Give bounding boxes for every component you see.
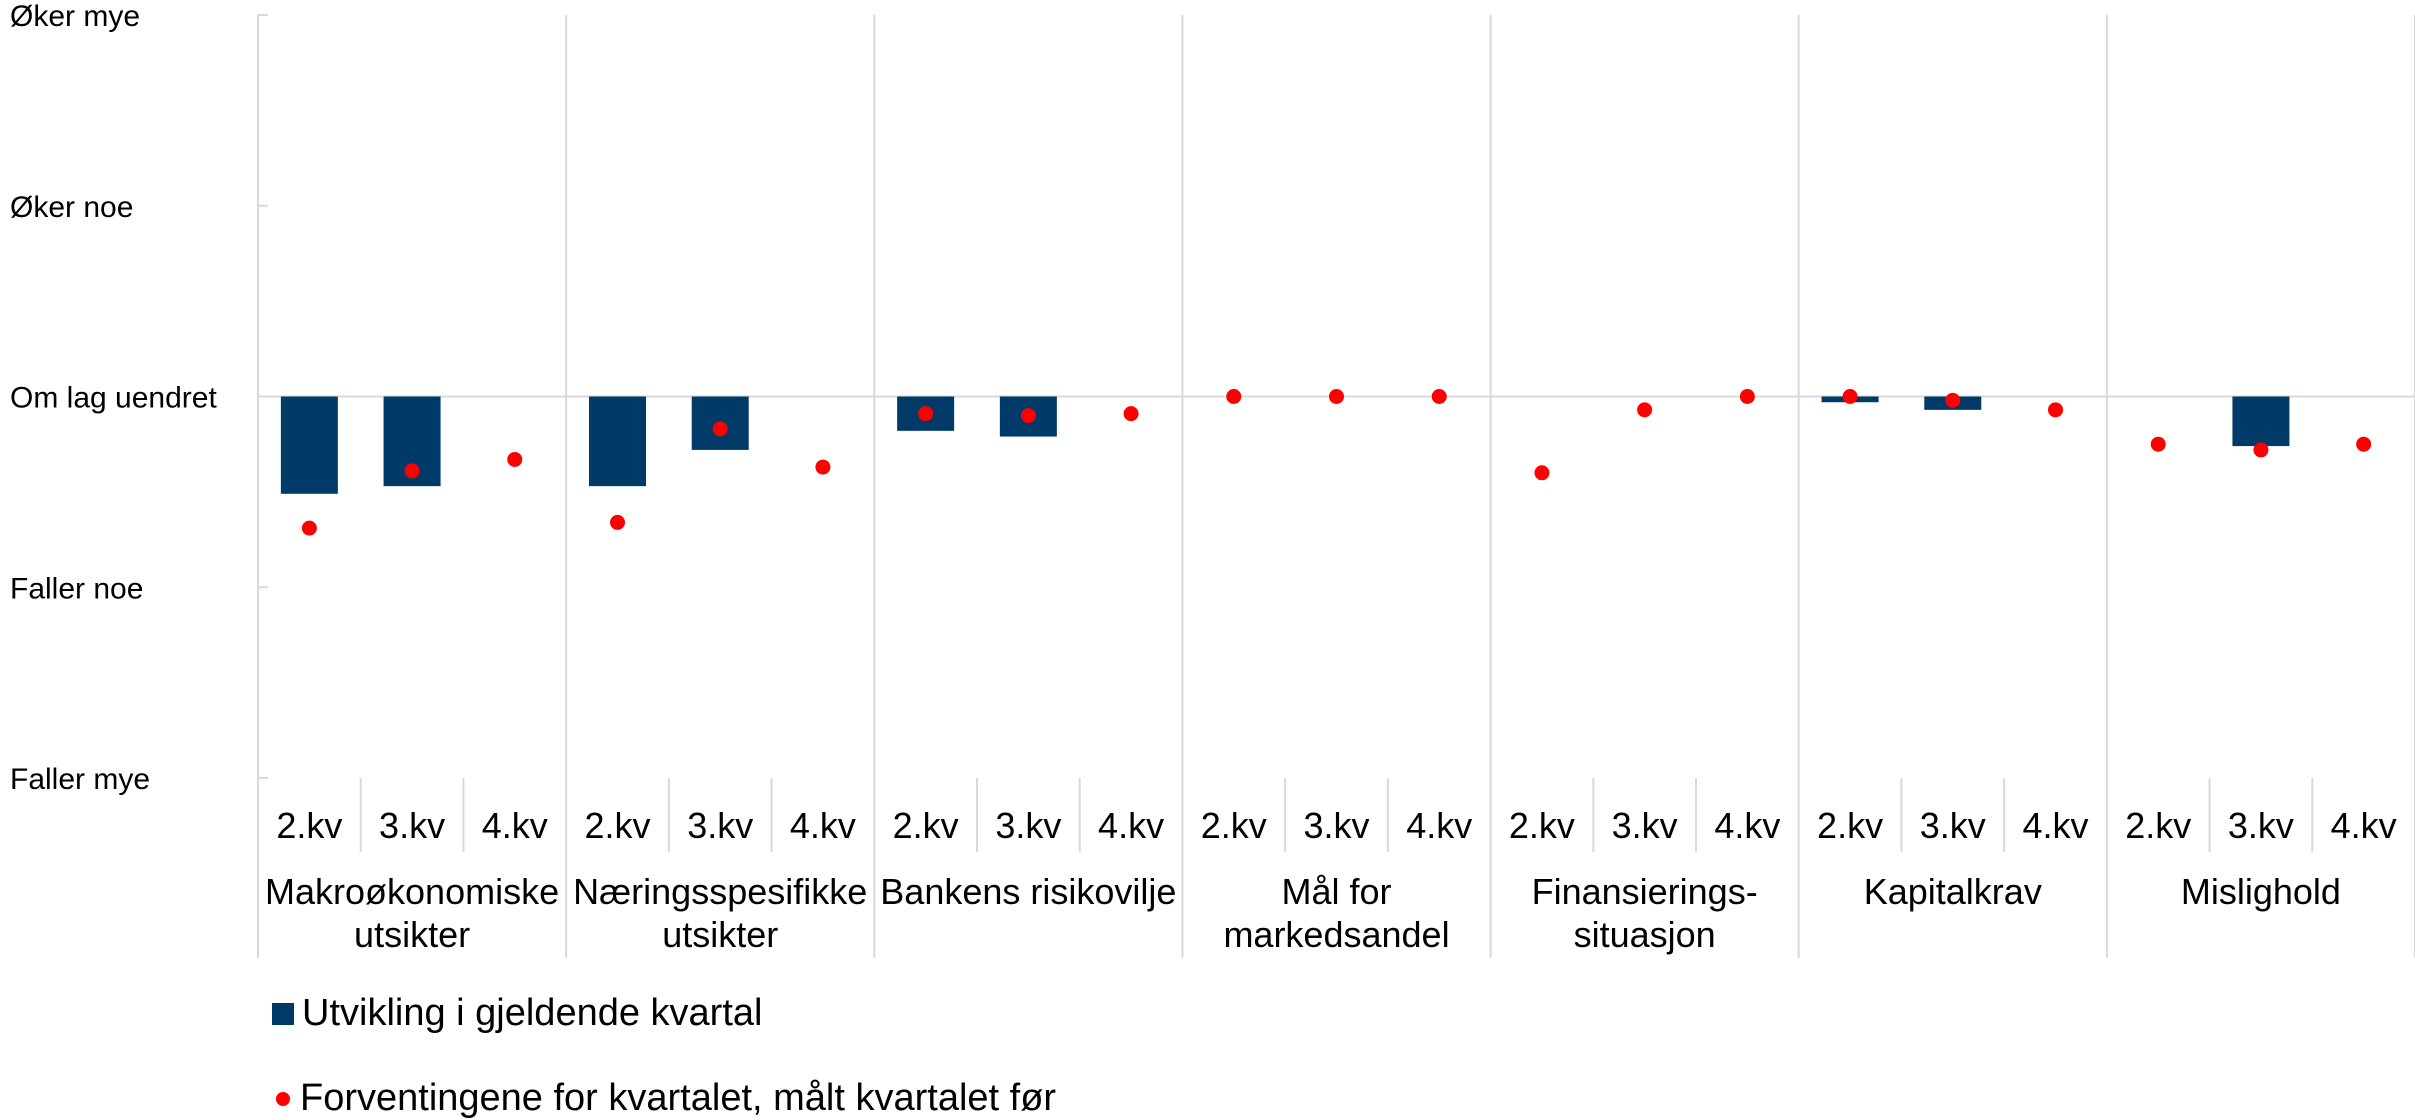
group-label: Mål for <box>1281 871 1391 912</box>
dot-point <box>1945 392 1961 408</box>
dot-point <box>2150 436 2166 452</box>
dot-point <box>1431 389 1447 404</box>
group-label: Finansierings- <box>1532 871 1758 912</box>
quarter-label: 3.kv <box>995 805 1061 846</box>
legend-dot-label: Forventingene for kvartalet, målt kvarta… <box>300 1077 1057 1119</box>
quarter-label: 3.kv <box>1612 805 1678 846</box>
dot-point <box>712 421 728 437</box>
dot-point <box>1842 389 1858 404</box>
group-label: utsikter <box>354 914 470 955</box>
dot-point <box>610 514 625 530</box>
quarter-label: 2.kv <box>2125 805 2191 846</box>
quarter-label: 3.kv <box>2228 805 2294 846</box>
group-label: utsikter <box>662 914 778 955</box>
dot-point <box>1637 402 1653 418</box>
dot-point <box>1534 465 1550 481</box>
y-tick-label: Øker mye <box>10 0 140 33</box>
quarter-label: 2.kv <box>1509 805 1575 846</box>
dot-point <box>1020 408 1036 424</box>
dot-point <box>301 520 317 536</box>
y-tick-label: Om lag uendret <box>10 382 217 415</box>
group-label: situasjon <box>1574 914 1716 955</box>
group-label: Mislighold <box>2181 871 2341 912</box>
dot-point <box>1123 406 1139 422</box>
quarter-label: 2.kv <box>276 805 342 846</box>
quarter-label: 3.kv <box>379 805 445 846</box>
quarter-label: 4.kv <box>2331 805 2397 846</box>
group-label: Bankens risikovilje <box>880 871 1176 912</box>
dot-point <box>2253 442 2269 458</box>
bar <box>280 396 338 494</box>
bar <box>589 396 646 487</box>
quarter-label: 2.kv <box>1201 805 1267 846</box>
dot-point <box>1226 389 1242 404</box>
quarter-label: 3.kv <box>687 805 753 846</box>
y-tick-label: Faller noe <box>10 572 143 605</box>
legend-bar-swatch <box>272 1002 294 1025</box>
legend-dot-swatch <box>276 1091 290 1106</box>
group-label: markedsandel <box>1223 914 1449 955</box>
dot-point <box>815 459 831 475</box>
dot-point <box>404 463 420 479</box>
quarter-label: 4.kv <box>2022 805 2088 846</box>
dot-point <box>507 451 523 467</box>
quarter-label: 4.kv <box>482 805 548 846</box>
dot-point <box>918 406 934 422</box>
quarter-label: 3.kv <box>1303 805 1369 846</box>
legend-item-dots: Forventingene for kvartalet, målt kvarta… <box>272 1077 1056 1120</box>
y-tick-label: Faller mye <box>10 763 150 796</box>
legend-item-bars: Utvikling i gjeldende kvartal <box>272 992 762 1035</box>
quarter-label: 4.kv <box>1714 805 1780 846</box>
quarter-label: 3.kv <box>1920 805 1986 846</box>
group-label: Kapitalkrav <box>1864 871 2042 912</box>
group-label: Næringsspesifikke <box>573 871 867 912</box>
bar <box>2232 396 2290 447</box>
legend-bar-label: Utvikling i gjeldende kvartal <box>302 992 763 1034</box>
group-label: Makroøkonomiske <box>265 871 559 912</box>
dot-point <box>2356 436 2372 452</box>
dot-point <box>2048 402 2063 418</box>
quarter-label: 2.kv <box>1817 805 1883 846</box>
quarter-label: 4.kv <box>1406 805 1472 846</box>
quarter-label: 4.kv <box>1098 805 1164 846</box>
quarter-label: 4.kv <box>790 805 856 846</box>
quarter-label: 2.kv <box>584 805 650 846</box>
quarter-label: 2.kv <box>893 805 959 846</box>
dot-point <box>1739 389 1755 404</box>
dot-point <box>1329 389 1344 404</box>
y-tick-label: Øker noe <box>10 191 133 224</box>
